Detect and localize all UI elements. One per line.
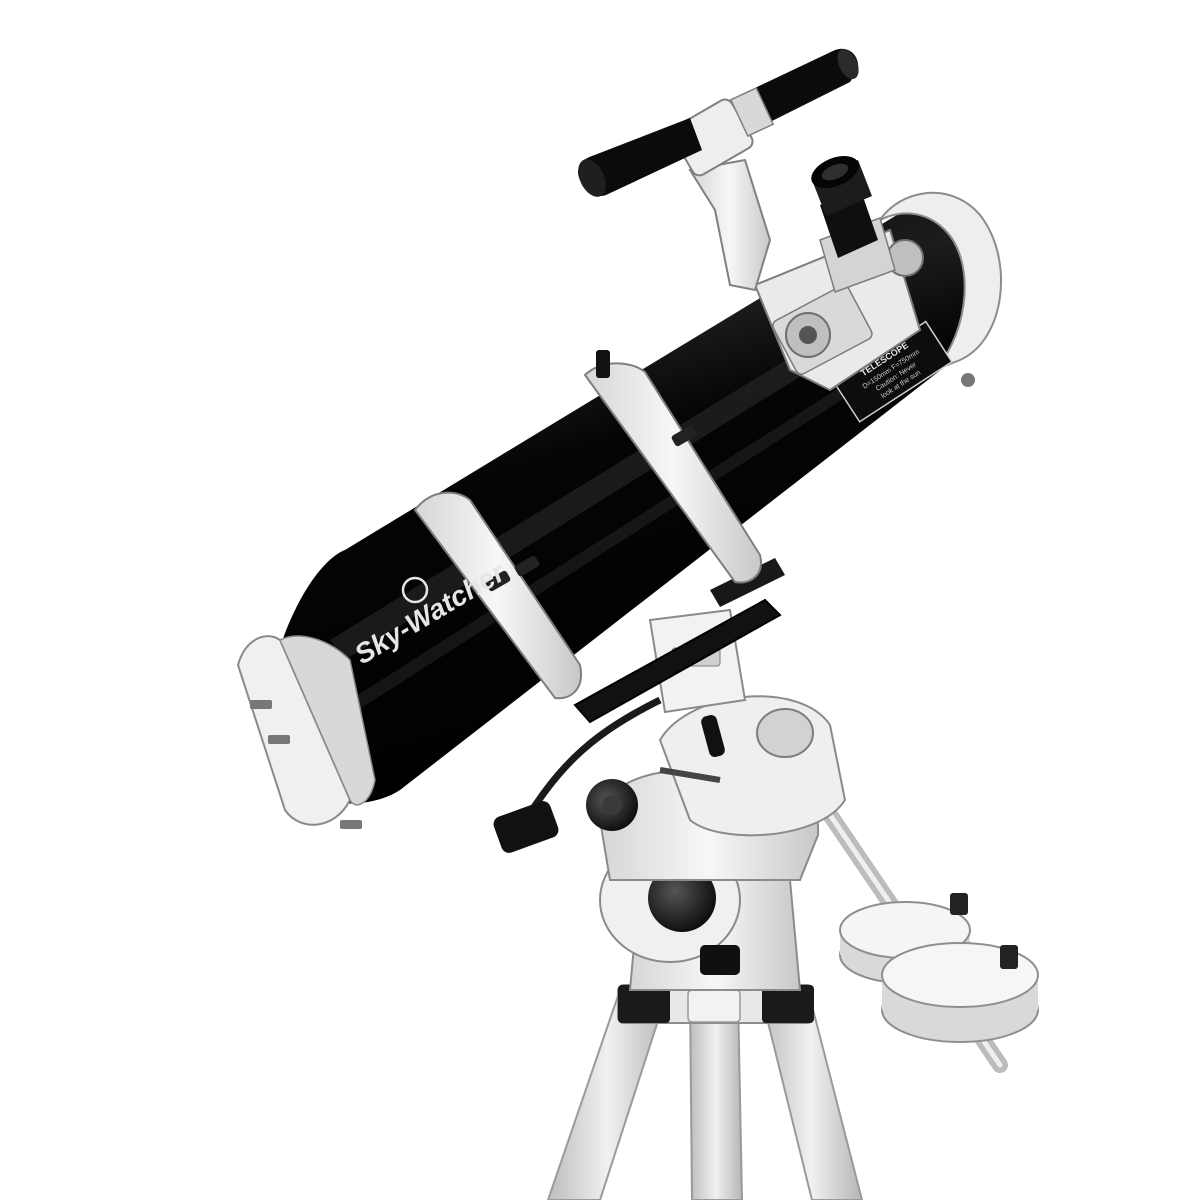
- ring-lock-knob: [596, 350, 610, 378]
- tripod-leg-center: [688, 994, 744, 1200]
- optical-tube: Sky-Watcher TELESCOPE D=150mm F=750mm Ca…: [236, 191, 1002, 829]
- rear-ring: [236, 635, 376, 829]
- tube-ring-front: [583, 350, 762, 584]
- front-ring: [877, 191, 1002, 371]
- counterweight-lower: [881, 942, 1039, 1043]
- finder-bracket: [688, 158, 772, 292]
- eyepiece: [811, 155, 878, 258]
- tube-ring-rear: [413, 491, 582, 700]
- brand-logo-icon: [401, 576, 429, 604]
- tripod: [546, 984, 864, 1200]
- counterweight-assembly: [812, 792, 1039, 1073]
- dovetail-bar: [573, 598, 782, 724]
- finder-scope: [578, 48, 859, 292]
- clutch-handle: [701, 714, 725, 758]
- focuser: [753, 155, 924, 392]
